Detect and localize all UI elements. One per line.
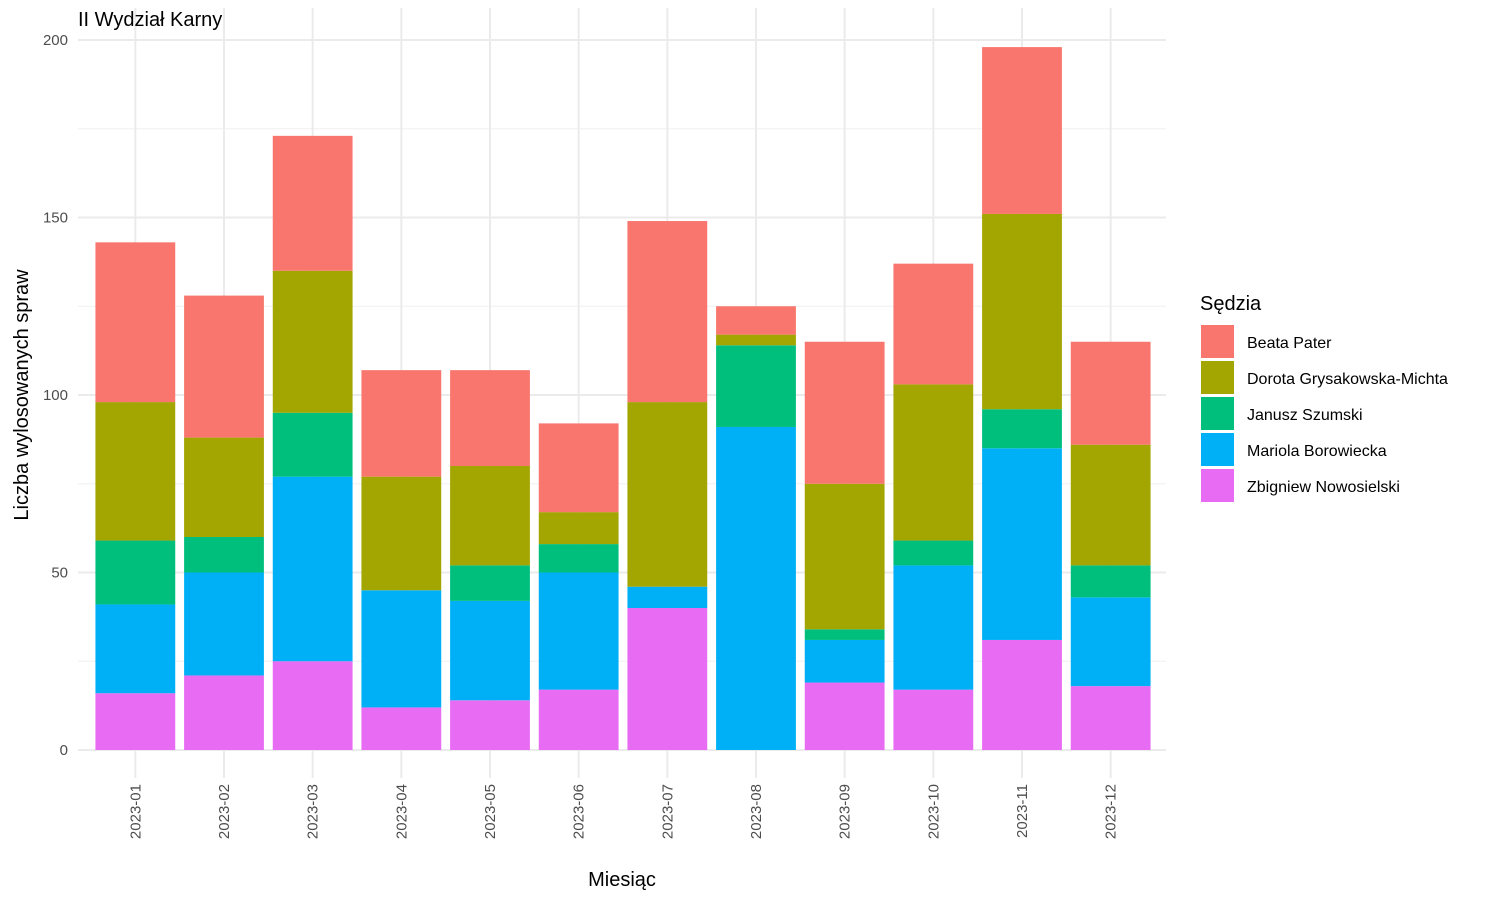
bar-segment <box>804 639 885 683</box>
bar-segment <box>450 565 530 601</box>
bar-segment <box>450 466 530 566</box>
bar-segment <box>184 295 264 438</box>
bar-segment <box>361 370 442 477</box>
legend-title: Sędzia <box>1200 293 1262 315</box>
legend-label: Dorota Grysakowska-Michta <box>1247 371 1448 388</box>
bar-segment <box>627 608 708 750</box>
bar-segment <box>184 675 264 750</box>
bar-segment <box>450 700 530 750</box>
bar-segment <box>982 639 1062 750</box>
bar-segment <box>95 402 176 541</box>
bar-segment <box>893 689 974 750</box>
x-tick-label: 2023-08 <box>748 784 765 839</box>
bar-segment <box>893 384 974 541</box>
bar-segment <box>893 263 974 385</box>
x-tick-label: 2023-04 <box>393 784 410 839</box>
legend-swatch <box>1201 361 1234 394</box>
bar-segment <box>184 437 264 537</box>
bar-segment <box>804 483 885 630</box>
bar-segment <box>893 540 974 566</box>
bar-segment <box>982 409 1062 449</box>
legend-label: Janusz Szumski <box>1247 407 1363 424</box>
x-tick-label: 2023-07 <box>659 784 676 839</box>
bar-segment <box>272 661 353 750</box>
bar-segment <box>538 423 619 513</box>
bar-segment <box>361 590 442 708</box>
x-axis-title: Miesiąc <box>588 869 656 891</box>
y-axis-title: Liczba wylosowanych spraw <box>11 269 33 521</box>
bar-segment <box>627 402 708 587</box>
bar-segment <box>184 572 264 676</box>
x-tick-label: 2023-10 <box>925 784 942 839</box>
x-tick-label: 2023-02 <box>216 784 233 839</box>
bar-segment <box>716 345 796 427</box>
bar-segment <box>272 135 353 271</box>
bar-segment <box>538 689 619 750</box>
bar-segment <box>95 540 176 605</box>
legend-swatch <box>1201 433 1234 466</box>
bar-segment <box>1070 444 1151 566</box>
x-tick-label: 2023-01 <box>127 784 144 839</box>
legend-swatch <box>1201 469 1234 502</box>
bar-segment <box>450 370 530 466</box>
bar-segment <box>538 512 619 545</box>
bar-segment <box>716 334 796 346</box>
legend-label: Zbigniew Nowosielski <box>1247 479 1400 496</box>
bar-segment <box>361 707 442 750</box>
bar-segment <box>804 341 885 484</box>
bar-segment <box>716 306 796 335</box>
bar-segment <box>627 586 708 608</box>
y-tick-label: 150 <box>43 210 68 227</box>
bar-segment <box>272 412 353 477</box>
bar-segment <box>893 565 974 690</box>
chart-title: II Wydział Karny <box>78 9 222 31</box>
bar-segment <box>982 448 1062 640</box>
bar-segment <box>95 604 176 694</box>
y-tick-label: 100 <box>43 387 68 404</box>
legend-items: Beata Pater Dorota Grysakowska-Michta Janu… <box>1201 325 1448 502</box>
bar-segment <box>982 213 1062 410</box>
legend-label: Mariola Borowiecka <box>1247 443 1387 460</box>
x-tick-label: 2023-05 <box>482 784 499 839</box>
bar-segment <box>1070 341 1151 445</box>
x-tick-label: 2023-06 <box>571 784 588 839</box>
bar-segment <box>538 544 619 573</box>
y-tick-label: 50 <box>51 565 68 582</box>
y-tick-label: 0 <box>60 742 68 759</box>
x-tick-label: 2023-03 <box>305 784 322 839</box>
bar-segment <box>716 426 796 750</box>
bar-segment <box>627 221 708 403</box>
bar-segment <box>95 242 176 403</box>
legend-label: Beata Pater <box>1247 335 1332 352</box>
bar-segment <box>272 270 353 413</box>
bar-segment <box>804 682 885 750</box>
bar-segment <box>1070 597 1151 687</box>
x-tick-label: 2023-12 <box>1103 784 1120 839</box>
bars <box>95 47 1151 750</box>
bar-segment <box>272 476 353 662</box>
legend: Sędzia Beata Pater Dorota Grysakowska-Mic… <box>1200 293 1448 502</box>
y-tick-label: 200 <box>43 32 68 49</box>
bar-segment <box>538 572 619 690</box>
x-axis-ticks: 2023-01 2023-02 2023-03 2023-04 2023-05 2023-… <box>127 784 1119 839</box>
bar-segment <box>184 537 264 573</box>
legend-swatch <box>1201 325 1234 358</box>
bar-segment <box>450 600 530 701</box>
bar-segment <box>361 476 442 591</box>
legend-swatch <box>1201 397 1234 430</box>
bar-segment <box>1070 686 1151 750</box>
x-tick-label: 2023-11 <box>1014 784 1031 838</box>
bar-segment <box>1070 565 1151 598</box>
bar-segment <box>804 629 885 640</box>
y-axis-ticks: 0 50 100 150 200 <box>43 32 68 759</box>
x-tick-label: 2023-09 <box>837 784 854 839</box>
bar-segment <box>982 47 1062 214</box>
bar-segment <box>95 693 176 750</box>
